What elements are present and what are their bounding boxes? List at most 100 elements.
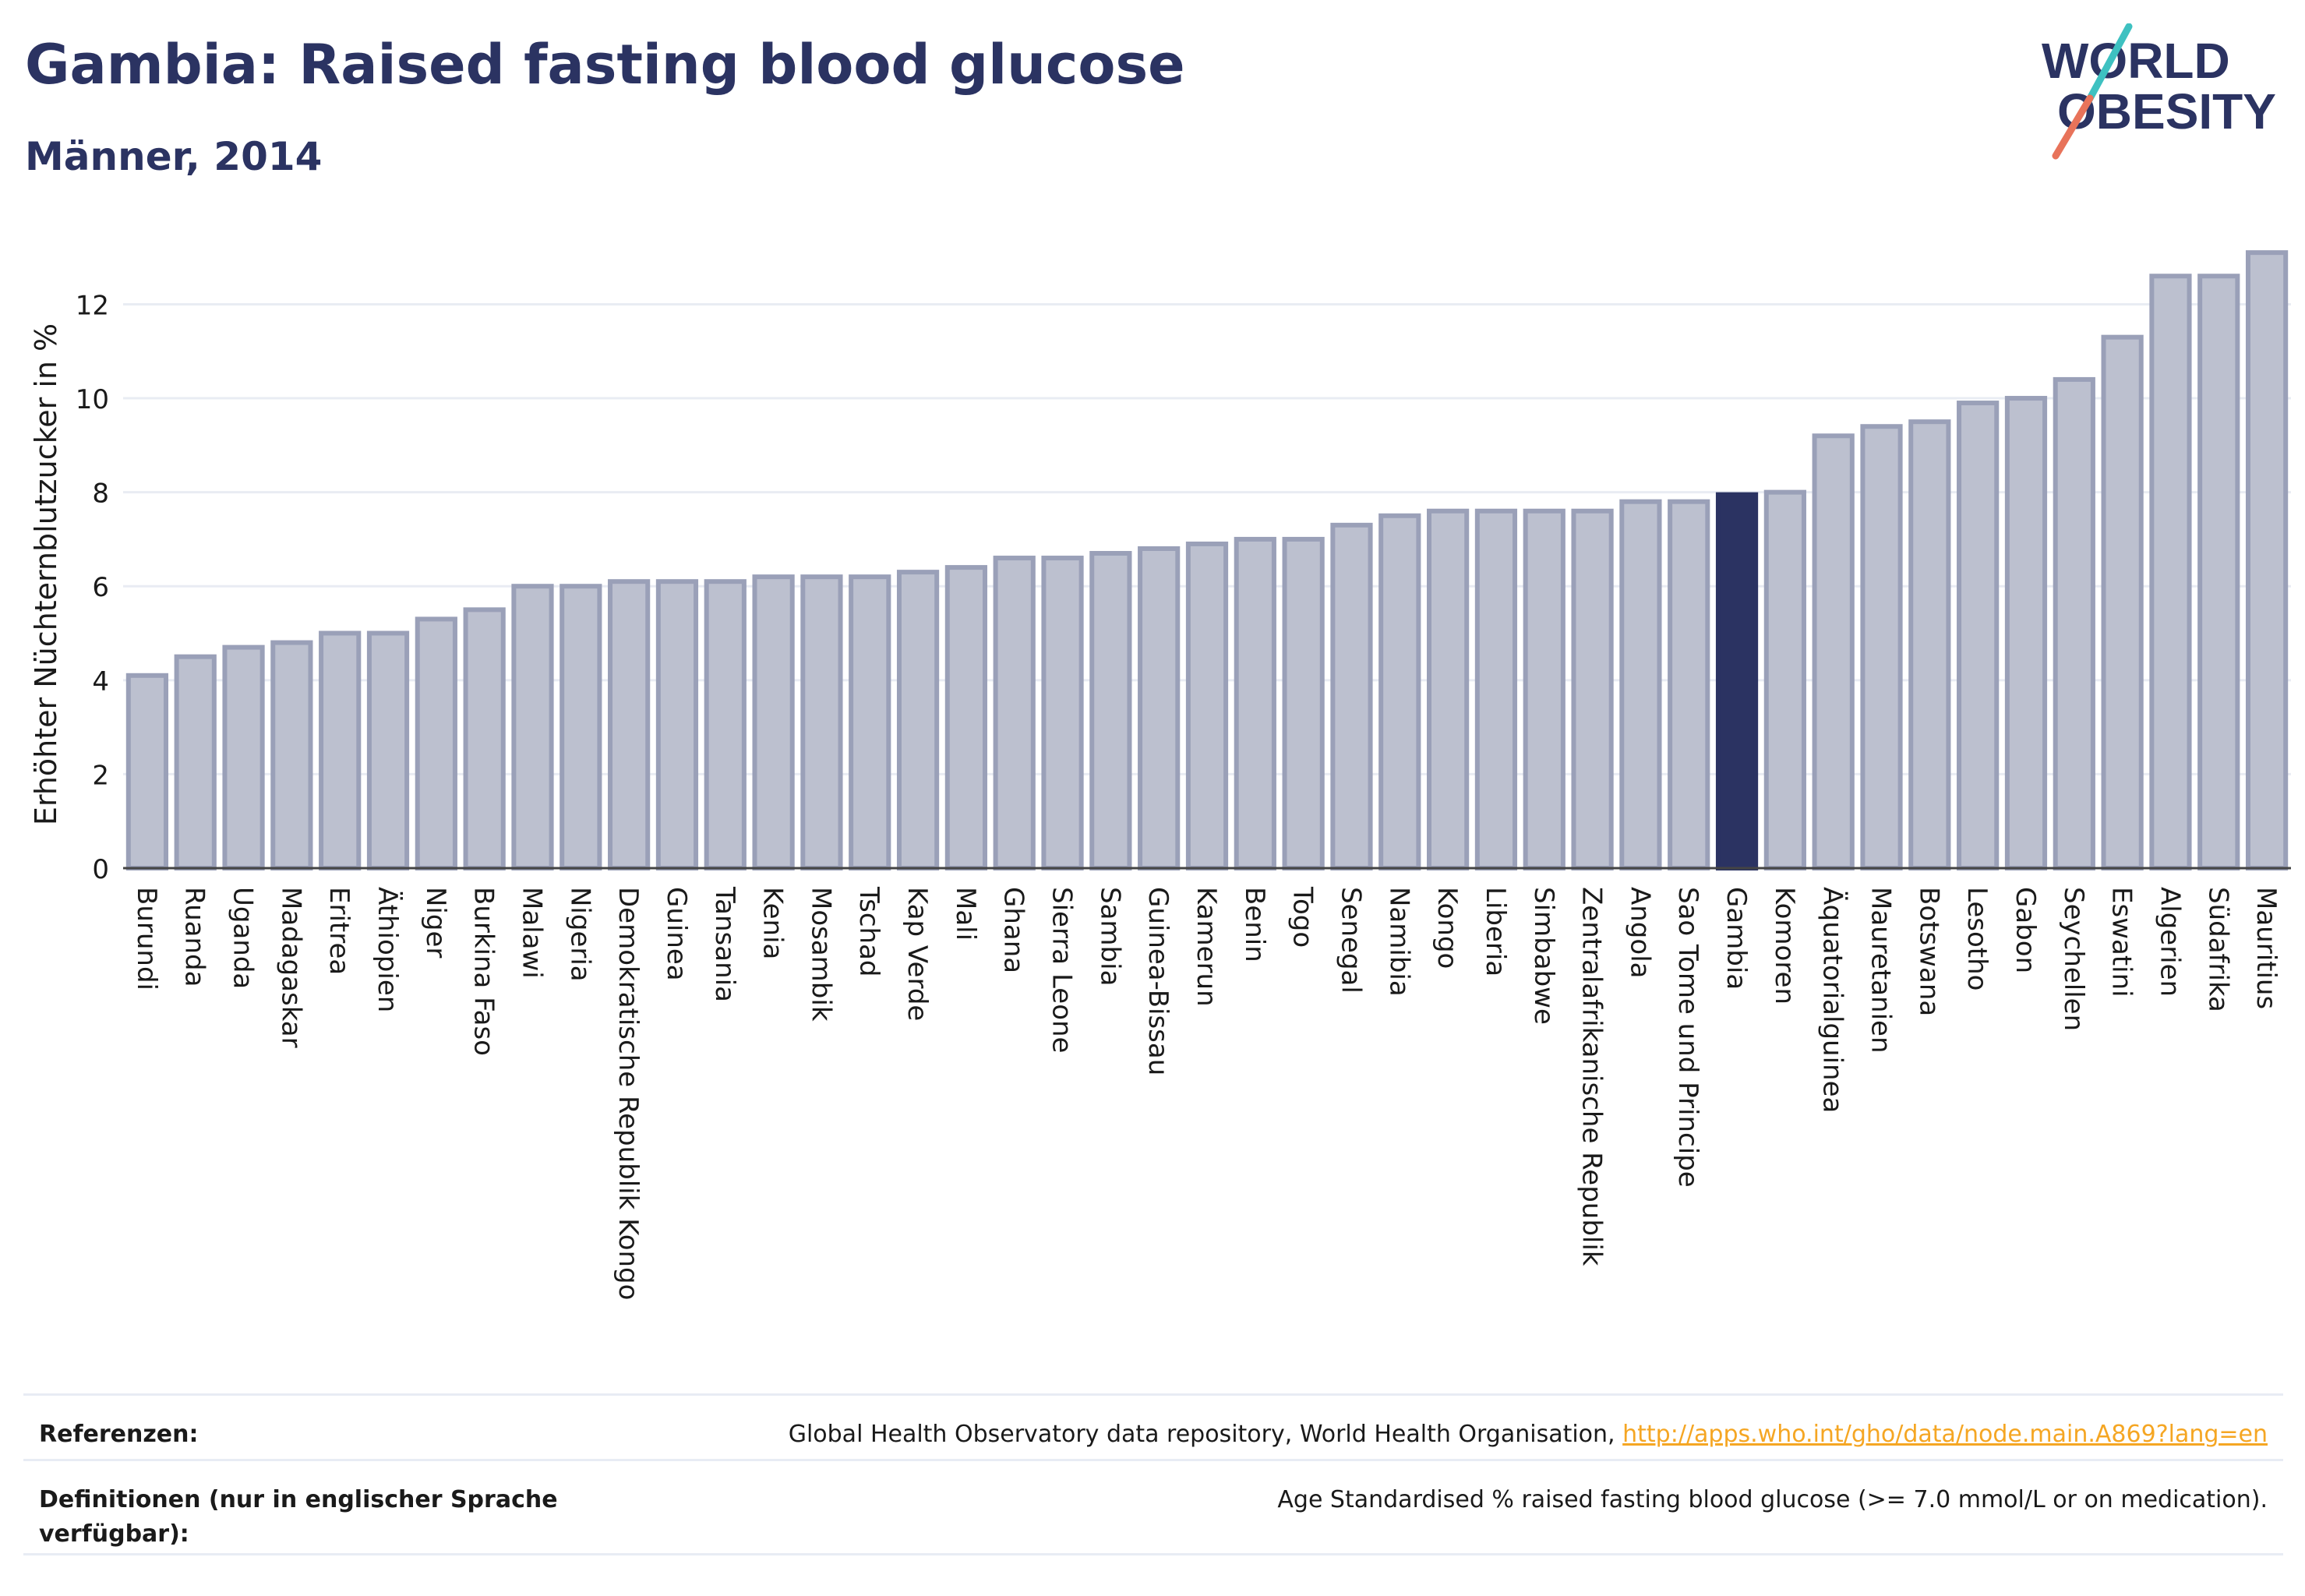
chart-subtitle: Männer, 2014 — [25, 134, 323, 179]
x-tick-label: Mauritius — [2250, 887, 2282, 1009]
bar — [2101, 334, 2144, 870]
bar — [752, 574, 795, 870]
x-tick-label: Mosambik — [805, 887, 836, 1022]
x-tick-label: Algerien — [2154, 887, 2185, 997]
x-tick-label: Madagaskar — [275, 887, 306, 1048]
bar — [222, 644, 265, 870]
x-tick-label: Guinea — [661, 887, 692, 981]
bar — [993, 556, 1036, 870]
x-tick-label: Eritrea — [323, 887, 355, 975]
y-tick-label: 4 — [92, 666, 109, 697]
definitions-row: Definitionen (nur in englischer Sprache … — [23, 1459, 2283, 1555]
bar — [849, 574, 891, 870]
x-tick-label: Äquatorialguinea — [1817, 887, 1848, 1113]
x-tick-label: Nigeria — [564, 887, 595, 982]
x-tick-label: Ruanda — [179, 887, 210, 987]
references-row: Referenzen: Global Health Observatory da… — [23, 1393, 2283, 1459]
x-tick-label: Benin — [1239, 887, 1270, 962]
bar — [319, 630, 362, 870]
bar — [1812, 433, 1855, 870]
bar — [1571, 508, 1614, 871]
x-tick-label: Mauretanien — [1866, 887, 1897, 1054]
logo-slash-coral — [2052, 94, 2094, 160]
x-tick-label: Namibia — [1383, 887, 1414, 997]
x-tick-label: Äthiopien — [372, 887, 403, 1012]
x-tick-label: Simbabwe — [1528, 887, 1559, 1025]
x-tick-label: Senegal — [1335, 887, 1366, 994]
bar — [2004, 396, 2048, 870]
y-tick-label: 10 — [76, 384, 109, 415]
x-tick-label: Malawi — [516, 887, 547, 979]
x-tick-label: Botswana — [1913, 887, 1944, 1016]
references-value: Global Health Observatory data repositor… — [789, 1418, 2268, 1452]
y-tick-label: 2 — [92, 760, 109, 791]
x-tick-label: Lesotho — [1961, 887, 1993, 990]
x-axis-labels: Burundi Ruanda Uganda Madagaskar Eritrea Äthi… — [131, 886, 2282, 1300]
y-axis-title: Erhöhter Nüchternblutzucker in % — [29, 323, 63, 825]
x-tick-label: Gabon — [2010, 887, 2041, 973]
bar — [415, 616, 457, 870]
references-link[interactable]: http://apps.who.int/gho/data/node.main.A… — [1622, 1421, 2268, 1448]
x-tick-label: Kamerun — [1191, 887, 1222, 1007]
x-tick-label: Ghana — [998, 887, 1029, 973]
bar — [1523, 508, 1565, 871]
x-tick-label: Kap Verde — [902, 887, 933, 1021]
bars — [125, 250, 2289, 871]
x-tick-label: Angola — [1624, 887, 1655, 978]
bar — [1668, 499, 1710, 870]
x-tick-label: Südafrika — [2202, 887, 2233, 1012]
definitions-label: Definitionen (nur in englischer Sprache … — [39, 1486, 558, 1548]
y-tick-label: 12 — [76, 290, 109, 321]
references-text: Global Health Observatory data repositor… — [788, 1421, 1615, 1448]
x-tick-label: Sao Tome und Principe — [1672, 887, 1703, 1188]
x-tick-label: Gambia — [1721, 887, 1752, 990]
x-tick-label: Kenia — [757, 887, 789, 959]
y-axis-ticks: 0 2 4 6 8 10 12 — [76, 290, 109, 885]
bar — [366, 630, 410, 870]
bar — [463, 607, 506, 870]
bar — [2197, 274, 2240, 870]
bar — [2245, 250, 2289, 870]
bar — [1378, 513, 1421, 870]
x-tick-label: Togo — [1287, 886, 1318, 948]
x-tick-label: Mali — [950, 887, 981, 941]
x-tick-label: Burkina Faso — [468, 887, 499, 1056]
y-tick-label: 0 — [92, 854, 109, 885]
bar — [1908, 419, 1951, 870]
bar — [1185, 541, 1229, 870]
bar — [1619, 499, 1662, 870]
bar — [1282, 536, 1325, 870]
definitions-value: Age Standardised % raised fasting blood … — [1277, 1486, 2268, 1513]
y-tick-label: 8 — [92, 478, 109, 510]
world-obesity-logo: WORLD OBESITY — [2042, 23, 2276, 160]
x-tick-label: Burundi — [131, 887, 162, 990]
logo-slash-teal — [2084, 23, 2133, 105]
bar — [704, 579, 747, 870]
x-tick-label: Liberia — [1480, 887, 1511, 976]
x-tick-label: Guinea-Bissau — [1142, 887, 1174, 1075]
bar — [896, 570, 940, 871]
references-table: Referenzen: Global Health Observatory da… — [23, 1393, 2283, 1555]
references-label: Referenzen: — [39, 1421, 199, 1448]
bar — [270, 640, 313, 870]
bar — [608, 579, 651, 870]
bar — [1234, 536, 1276, 870]
bar — [1041, 556, 1084, 870]
y-tick-label: 6 — [92, 572, 109, 603]
logo-word-world: WORLD — [2042, 33, 2230, 89]
bar — [655, 579, 699, 870]
bar — [1089, 551, 1132, 871]
x-tick-label: Zentralafrikanische Republik — [1576, 887, 1608, 1266]
x-tick-label: Kongo — [1431, 887, 1463, 969]
bar — [1763, 489, 1806, 870]
bar — [944, 565, 987, 870]
bar — [559, 584, 602, 870]
bar — [1474, 508, 1518, 871]
bar — [800, 574, 843, 870]
bar — [1957, 401, 2000, 870]
bar — [125, 673, 169, 870]
bar — [174, 654, 217, 871]
bar — [511, 584, 554, 870]
x-tick-label: Sambia — [1094, 887, 1125, 986]
x-tick-label: Niger — [420, 887, 451, 958]
